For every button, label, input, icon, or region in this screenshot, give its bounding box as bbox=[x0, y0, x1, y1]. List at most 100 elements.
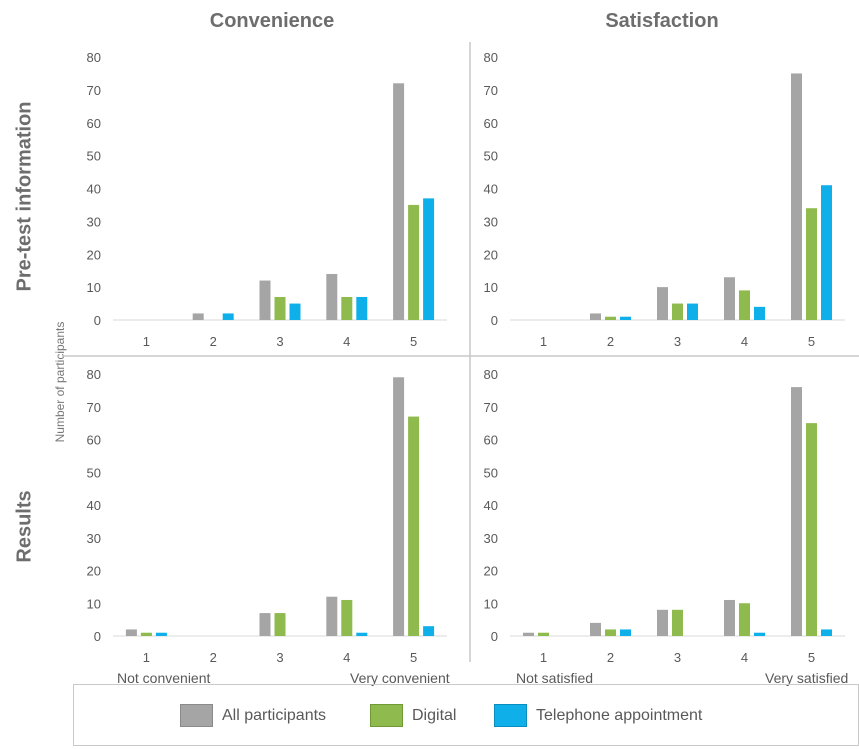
x-tick-label: 3 bbox=[276, 650, 283, 665]
y-tick-label: 60 bbox=[87, 433, 101, 448]
y-tick-label: 10 bbox=[484, 596, 498, 611]
anchor-not-convenient: Not convenient bbox=[117, 670, 211, 686]
x-tick-label: 5 bbox=[410, 650, 417, 665]
bar-digital bbox=[140, 632, 152, 636]
column-title-convenience: Convenience bbox=[209, 10, 335, 32]
bar-all bbox=[259, 280, 271, 320]
bar-telephone bbox=[821, 629, 832, 636]
bar-telephone bbox=[222, 313, 234, 320]
x-tick-label: 4 bbox=[741, 334, 748, 349]
x-tick-label: 4 bbox=[741, 650, 748, 665]
bar-digital bbox=[806, 208, 817, 320]
y-tick-label: 40 bbox=[484, 498, 498, 513]
x-tick-label: 3 bbox=[276, 334, 283, 349]
x-tick-label: 1 bbox=[143, 650, 150, 665]
bar-telephone bbox=[620, 316, 631, 320]
x-tick-label: 5 bbox=[808, 650, 815, 665]
x-tick-label: 3 bbox=[674, 650, 681, 665]
y-tick-label: 50 bbox=[87, 465, 101, 480]
y-tick-label: 40 bbox=[484, 182, 498, 197]
bar-telephone bbox=[423, 198, 435, 320]
bar-all bbox=[657, 287, 668, 320]
legend-item-digital: Digital bbox=[370, 704, 456, 727]
column-title-satisfaction: Satisfaction bbox=[605, 10, 719, 32]
legend-label-telephone: Telephone appointment bbox=[536, 706, 703, 724]
bar-telephone bbox=[356, 632, 368, 636]
bar-all bbox=[523, 632, 534, 636]
x-tick-label: 5 bbox=[410, 334, 417, 349]
y-tick-label: 80 bbox=[87, 367, 101, 382]
y-tick-label: 30 bbox=[484, 214, 498, 229]
bar-telephone bbox=[423, 626, 435, 636]
bar-digital bbox=[538, 632, 549, 636]
bar-telephone bbox=[155, 632, 167, 636]
bar-all bbox=[393, 83, 405, 320]
anchor-not-satisfied: Not satisfied bbox=[516, 670, 594, 686]
legend-item-telephone: Telephone appointment bbox=[494, 704, 702, 727]
y-tick-label: 10 bbox=[484, 280, 498, 295]
y-tick-label: 0 bbox=[94, 313, 101, 328]
bar-all bbox=[791, 73, 802, 320]
bar-all bbox=[125, 629, 137, 636]
x-tick-label: 1 bbox=[540, 334, 547, 349]
y-tick-label: 70 bbox=[87, 83, 101, 98]
bar-telephone bbox=[687, 303, 698, 320]
y-tick-label: 70 bbox=[484, 400, 498, 415]
y-tick-label: 20 bbox=[87, 564, 101, 579]
bar-digital bbox=[806, 423, 817, 636]
y-tick-label: 20 bbox=[484, 564, 498, 579]
y-tick-label: 60 bbox=[484, 433, 498, 448]
y-tick-label: 30 bbox=[87, 531, 101, 546]
bar-all bbox=[724, 277, 735, 320]
bar-all bbox=[791, 387, 802, 636]
bar-digital bbox=[408, 204, 420, 320]
y-tick-label: 30 bbox=[87, 214, 101, 229]
bar-digital bbox=[605, 316, 616, 320]
y-tick-label: 0 bbox=[491, 313, 498, 328]
bar-all bbox=[259, 613, 271, 636]
bar-digital bbox=[672, 303, 683, 320]
y-tick-label: 50 bbox=[87, 149, 101, 164]
legend: All participants Digital Telephone appoi… bbox=[73, 684, 859, 746]
bar-digital bbox=[341, 296, 353, 320]
bar-telephone bbox=[754, 632, 765, 636]
legend-swatch-digital bbox=[370, 704, 403, 727]
x-tick-label: 2 bbox=[210, 334, 217, 349]
x-tick-label: 4 bbox=[343, 650, 350, 665]
bar-digital bbox=[274, 613, 286, 636]
legend-swatch-all bbox=[180, 704, 213, 727]
x-tick-label: 4 bbox=[343, 334, 350, 349]
y-tick-label: 20 bbox=[484, 247, 498, 262]
y-tick-label: 60 bbox=[87, 116, 101, 131]
y-tick-label: 30 bbox=[484, 531, 498, 546]
bar-all bbox=[724, 599, 735, 636]
x-tick-label: 2 bbox=[210, 650, 217, 665]
y-tick-label: 10 bbox=[87, 596, 101, 611]
legend-label-digital: Digital bbox=[412, 706, 457, 724]
bar-digital bbox=[672, 609, 683, 636]
bar-telephone bbox=[356, 296, 368, 320]
bar-digital bbox=[739, 290, 750, 320]
bar-all bbox=[657, 609, 668, 636]
anchor-very-satisfied: Very satisfied bbox=[765, 670, 849, 686]
y-tick-label: 10 bbox=[87, 280, 101, 295]
y-tick-label: 40 bbox=[87, 498, 101, 513]
bar-all bbox=[590, 622, 601, 636]
y-tick-label: 60 bbox=[484, 116, 498, 131]
bar-digital bbox=[739, 603, 750, 636]
bar-digital bbox=[341, 599, 353, 636]
bar-all bbox=[590, 313, 601, 320]
bar-telephone bbox=[821, 185, 832, 320]
y-tick-label: 0 bbox=[94, 629, 101, 644]
bar-all bbox=[192, 313, 204, 320]
legend-item-all: All participants bbox=[180, 704, 326, 727]
x-tick-label: 1 bbox=[143, 334, 150, 349]
y-tick-label: 50 bbox=[484, 465, 498, 480]
bar-digital bbox=[605, 629, 616, 636]
anchor-very-convenient: Very convenient bbox=[350, 670, 450, 686]
x-tick-label: 5 bbox=[808, 334, 815, 349]
y-tick-label: 80 bbox=[87, 50, 101, 65]
bar-telephone bbox=[289, 303, 301, 320]
